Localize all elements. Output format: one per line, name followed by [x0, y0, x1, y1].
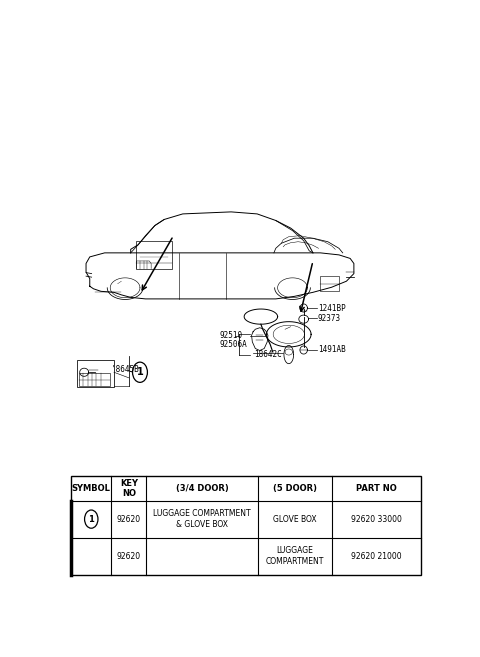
Text: 92373: 92373 [318, 313, 341, 323]
Bar [321, 276, 339, 291]
Text: 1241BP: 1241BP [318, 304, 346, 313]
Bar [79, 373, 110, 386]
Text: (5 DOOR): (5 DOOR) [273, 484, 317, 493]
Text: GLOVE BOX: GLOVE BOX [273, 514, 317, 524]
Text: 1: 1 [88, 514, 94, 524]
Bar [77, 359, 114, 388]
Text: 92506A: 92506A [220, 340, 248, 349]
Text: 1491AB: 1491AB [318, 346, 346, 355]
Text: 18642C: 18642C [254, 350, 282, 359]
Text: LUGGAGE COMPARTMENT
& GLOVE BOX: LUGGAGE COMPARTMENT & GLOVE BOX [154, 509, 251, 529]
Text: 92620 21000: 92620 21000 [351, 552, 402, 560]
Text: 92620: 92620 [117, 552, 141, 560]
Text: LUGGAGE
COMPARTMENT: LUGGAGE COMPARTMENT [266, 547, 324, 566]
Text: KEY
NO: KEY NO [120, 478, 138, 498]
Text: (3/4 DOOR): (3/4 DOOR) [176, 484, 228, 493]
Text: '8645B: '8645B [111, 365, 139, 374]
Text: 1: 1 [137, 367, 144, 377]
Text: 92620 33000: 92620 33000 [351, 514, 402, 524]
Text: 92510: 92510 [220, 331, 243, 340]
Text: SYMBOL: SYMBOL [72, 484, 111, 493]
Bar [71, 476, 421, 575]
Text: PART NO: PART NO [356, 484, 396, 493]
Bar [136, 240, 172, 269]
Text: 92620: 92620 [117, 514, 141, 524]
